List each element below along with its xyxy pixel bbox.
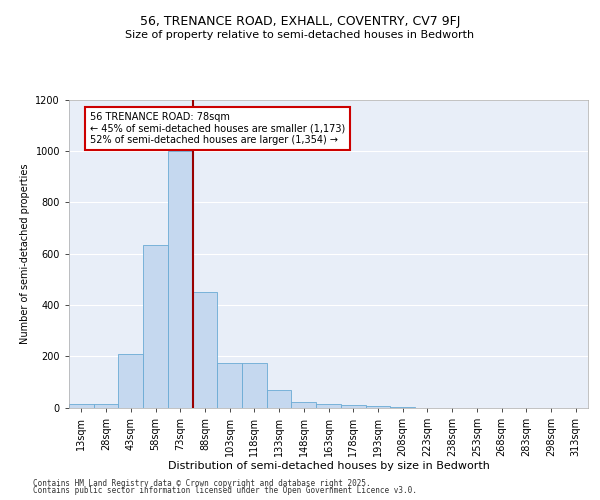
- X-axis label: Distribution of semi-detached houses by size in Bedworth: Distribution of semi-detached houses by …: [167, 462, 490, 471]
- Text: Contains public sector information licensed under the Open Government Licence v3: Contains public sector information licen…: [33, 486, 417, 495]
- Bar: [390, 406, 415, 408]
- Text: Size of property relative to semi-detached houses in Bedworth: Size of property relative to semi-detach…: [125, 30, 475, 40]
- Bar: [242, 362, 267, 408]
- Text: 56, TRENANCE ROAD, EXHALL, COVENTRY, CV7 9FJ: 56, TRENANCE ROAD, EXHALL, COVENTRY, CV7…: [140, 14, 460, 28]
- Bar: [168, 151, 193, 407]
- Bar: [316, 404, 341, 407]
- Bar: [341, 405, 365, 407]
- Bar: [94, 404, 118, 407]
- Bar: [292, 402, 316, 407]
- Y-axis label: Number of semi-detached properties: Number of semi-detached properties: [20, 164, 30, 344]
- Bar: [365, 406, 390, 407]
- Bar: [143, 245, 168, 408]
- Text: Contains HM Land Registry data © Crown copyright and database right 2025.: Contains HM Land Registry data © Crown c…: [33, 478, 371, 488]
- Bar: [118, 354, 143, 408]
- Bar: [69, 404, 94, 407]
- Bar: [193, 292, 217, 408]
- Text: 56 TRENANCE ROAD: 78sqm
← 45% of semi-detached houses are smaller (1,173)
52% of: 56 TRENANCE ROAD: 78sqm ← 45% of semi-de…: [90, 112, 345, 144]
- Bar: [267, 390, 292, 407]
- Bar: [217, 362, 242, 408]
